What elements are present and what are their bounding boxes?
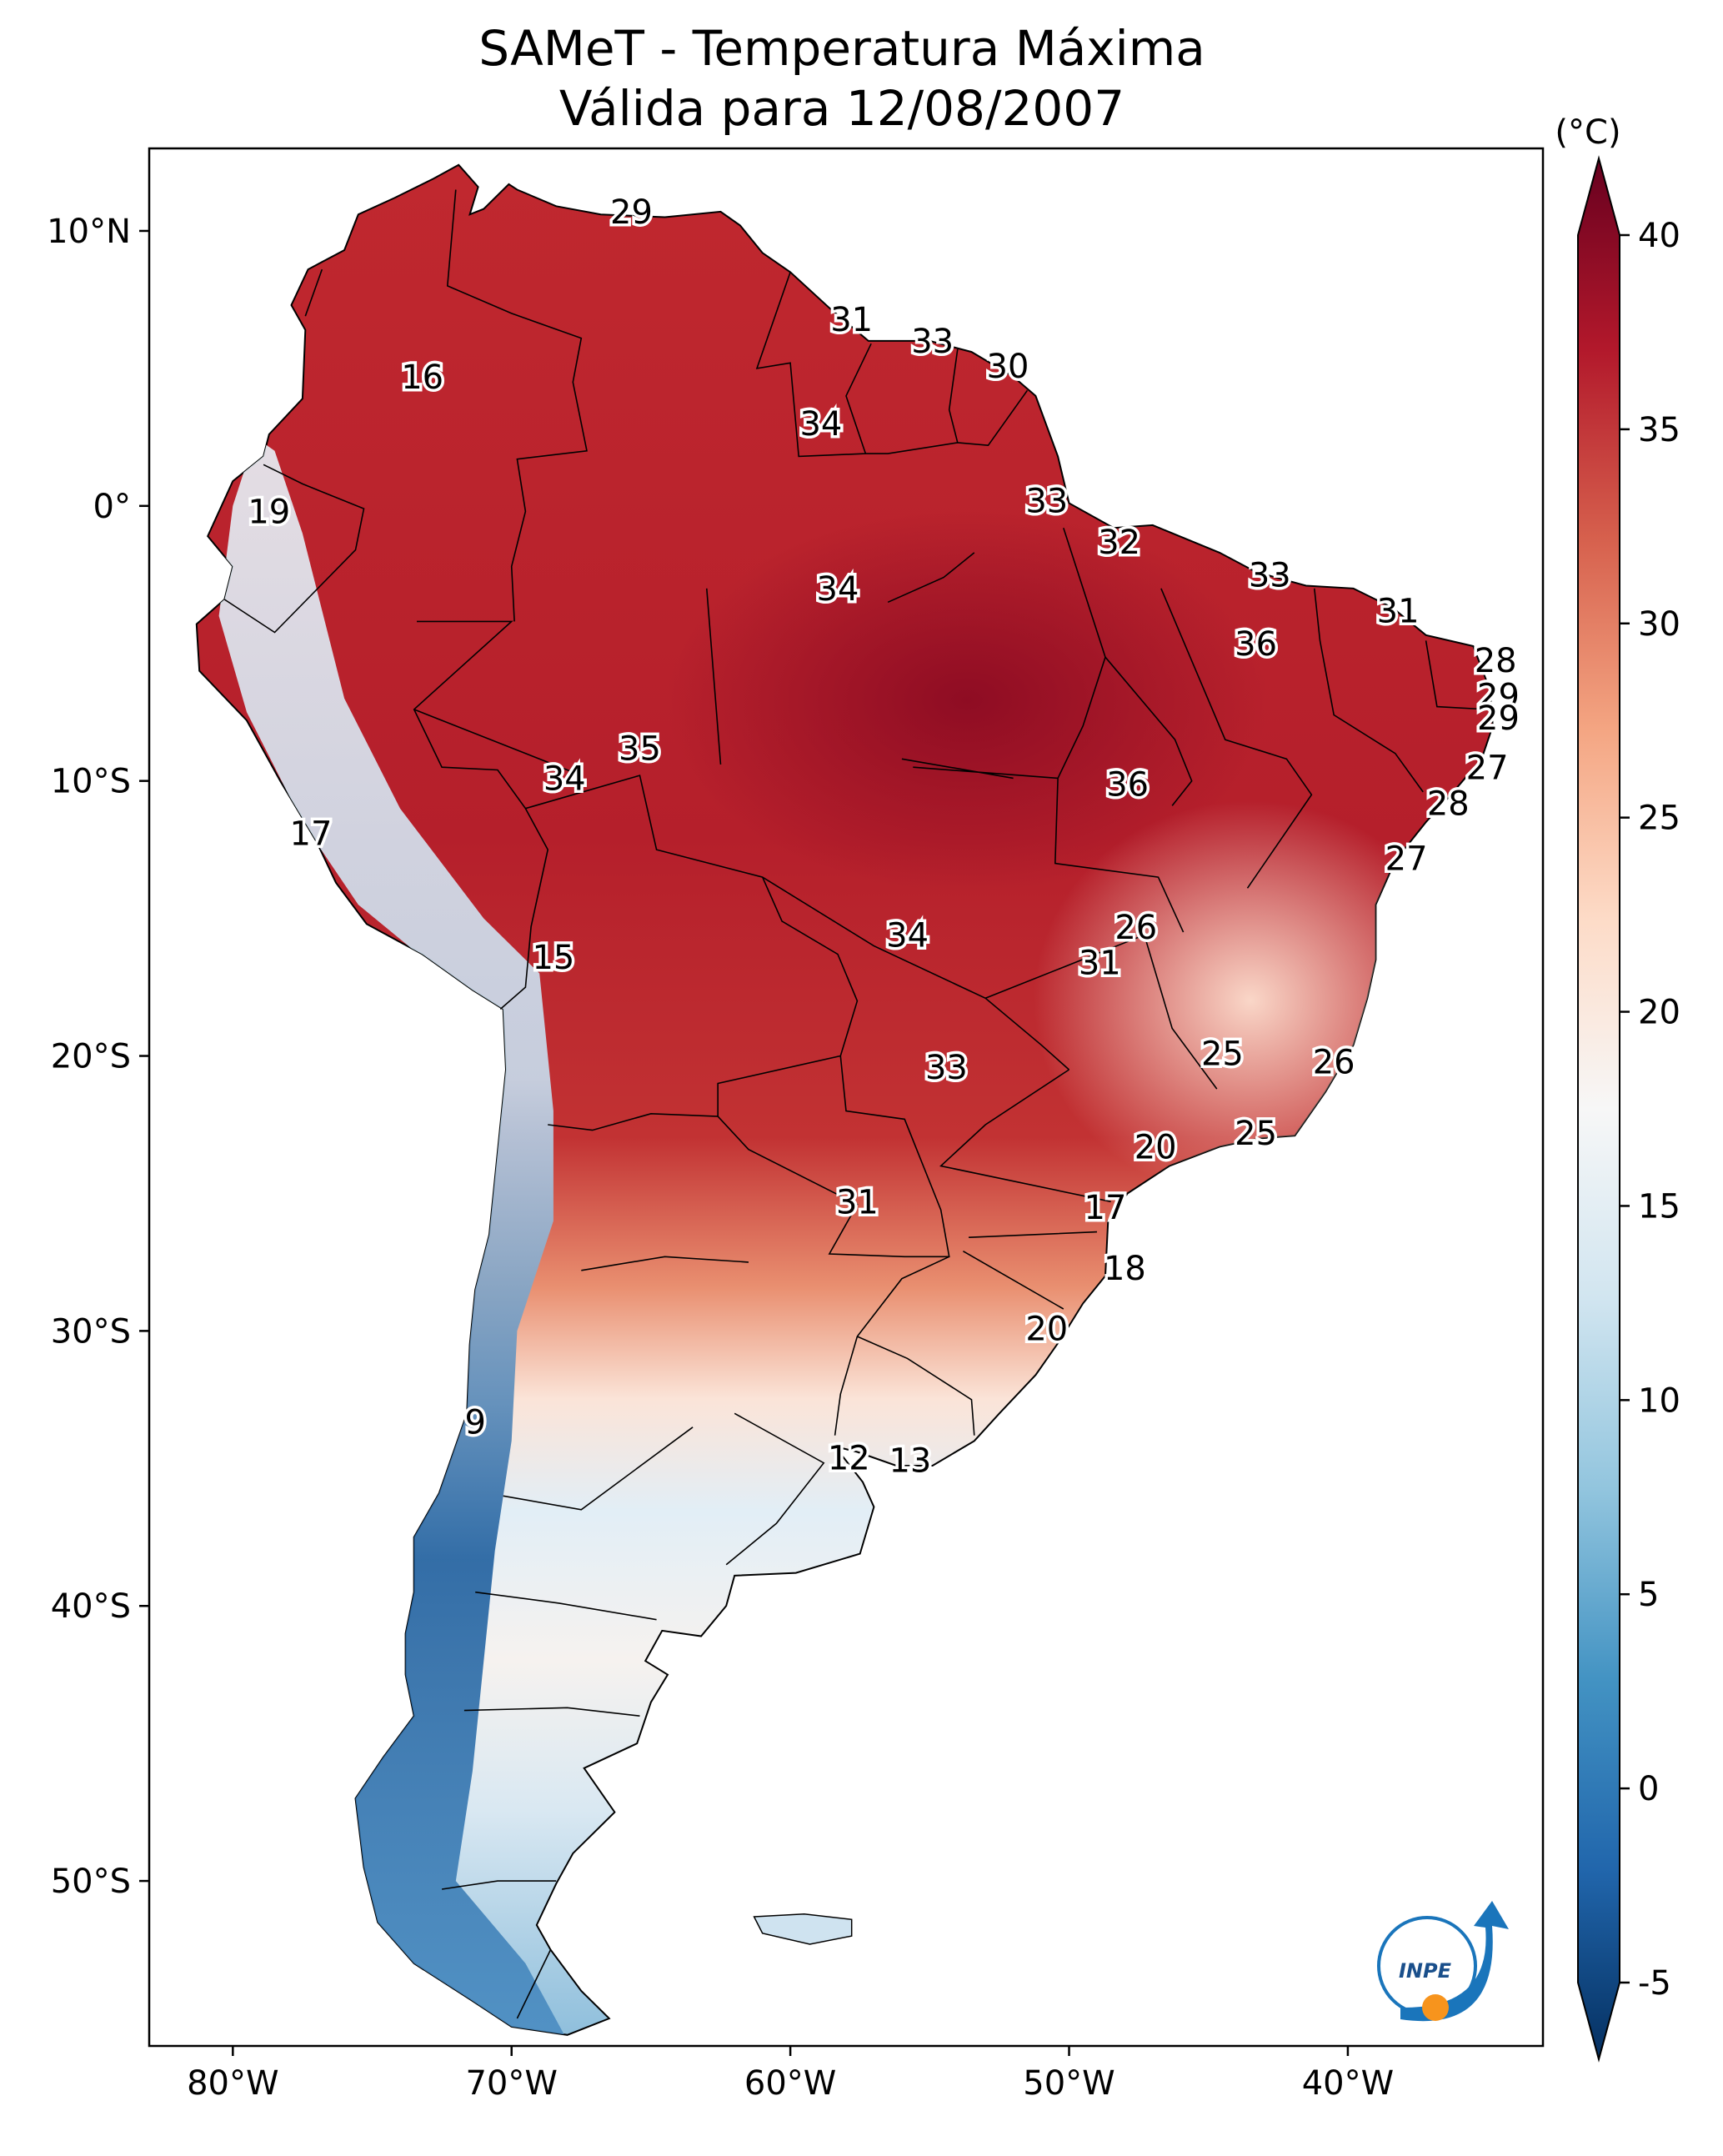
lat-tick-label: 40°S [51,1587,131,1626]
colorbar [1577,155,1620,2063]
contour-label: 12 [828,1439,870,1477]
contour-label: 20 [1134,1129,1177,1167]
lat-tick-label: 10°S [51,763,131,801]
colorbar-ticks: 40 35 30 25 20 15 10 5 0 -5 [1620,217,1680,2003]
contour-label: 29 [610,193,653,232]
contour-label: 35 [619,730,661,768]
contour-label: 34 [886,917,929,955]
contour-label: 33 [1249,557,1291,595]
contour-label: 28 [1427,785,1470,823]
lat-tick-label: 50°S [51,1863,131,1901]
colorbar-tick-label: 0 [1638,1770,1659,1808]
contour-label: 26 [1114,909,1157,947]
contour-label: 31 [1079,945,1121,983]
lat-tick-label: 30°S [51,1312,131,1351]
colorbar-tick-label: 5 [1638,1576,1659,1614]
contour-label: 26 [1313,1043,1355,1081]
contour-label: 33 [925,1049,968,1087]
map-frame [148,147,1545,2048]
contour-label: 31 [1377,593,1420,631]
falkland-islands [753,1913,853,1945]
colorbar-tick-label: -5 [1638,1964,1671,2003]
contour-label: 36 [1106,765,1149,804]
inpe-logo: INPE [1377,1901,1509,2022]
contour-label: 34 [817,570,859,609]
lat-tick-label: 10°N [47,213,131,251]
contour-label: 19 [248,494,290,532]
lon-tick-label: 80°W [187,2064,278,2103]
contour-label: 16 [401,358,443,397]
contour-label: 30 [987,348,1029,386]
latitude-ticks: 10°N 0° 10°S 20°S 30°S 40°S 50°S [47,213,149,1901]
contour-label: 17 [290,815,333,854]
colorbar-tick-label: 25 [1638,800,1680,838]
andes-cold-band [218,437,568,2035]
lon-tick-label: 60°W [744,2064,836,2103]
contour-label: 15 [532,939,574,977]
contour-label: 31 [830,301,873,339]
contour-label: 27 [1385,840,1428,878]
contour-label: 25 [1235,1115,1277,1153]
lat-tick-label: 20°S [51,1038,131,1076]
contour-label: 31 [836,1184,879,1222]
contour-label: 17 [1084,1189,1127,1227]
contour-label: 20 [1025,1310,1068,1348]
contour-label: 32 [1098,524,1140,562]
contour-label: 36 [1235,625,1277,664]
country-state-borders [223,189,1488,2019]
logo-text: INPE [1399,1959,1452,1983]
colorbar-unit-label: (°C) [1555,113,1620,152]
logo-sun-icon [1422,1994,1449,2021]
lon-tick-label: 70°W [465,2064,557,2103]
logo-arrow-icon [1400,1901,1509,2022]
colorbar-tick-label: 35 [1638,411,1680,449]
contour-label: 29 [1477,678,1520,716]
contour-label: 29 [1477,699,1520,738]
longitude-ticks: 80°W 70°W 60°W 50°W 40°W [187,2046,1394,2103]
colorbar-tick-label: 15 [1638,1187,1680,1226]
title-line-2: Válida para 12/08/2007 [559,80,1124,137]
contour-label: 27 [1466,750,1509,788]
contour-label: 33 [911,323,954,361]
colorbar-tick-label: 20 [1638,994,1680,1032]
lon-tick-label: 50°W [1023,2064,1114,2103]
contour-label: 9 [464,1404,485,1442]
colorbar-tick-label: 40 [1638,217,1680,255]
contour-label: 13 [889,1442,931,1481]
lon-tick-label: 40°W [1302,2064,1394,2103]
title-line-1: SAMeT - Temperatura Máxima [478,20,1205,77]
contour-label: 34 [543,760,586,799]
colorbar-tick-label: 30 [1638,605,1680,644]
lat-tick-label: 0° [93,488,131,526]
contour-label: 33 [1025,483,1068,521]
contour-label: 28 [1475,642,1517,680]
contour-label: 25 [1201,1035,1244,1074]
colorbar-tick-label: 10 [1638,1381,1680,1420]
contour-label: 34 [799,405,842,444]
amazon-hot-core [667,509,1267,892]
contour-label: 18 [1104,1250,1146,1288]
